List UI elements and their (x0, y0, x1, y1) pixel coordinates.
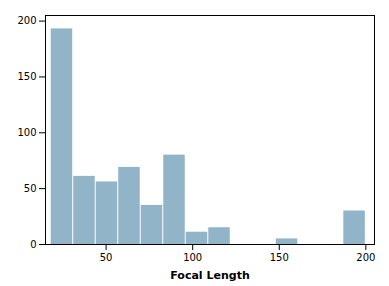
svg-text:100: 100 (183, 252, 202, 263)
svg-text:100: 100 (17, 127, 36, 138)
svg-text:150: 150 (270, 252, 289, 263)
svg-text:Focal Length: Focal Length (170, 269, 249, 282)
svg-text:50: 50 (24, 183, 37, 194)
svg-text:200: 200 (356, 252, 375, 263)
svg-text:50: 50 (100, 252, 113, 263)
svg-text:150: 150 (17, 71, 36, 82)
svg-text:200: 200 (17, 15, 36, 26)
svg-text:0: 0 (30, 239, 36, 250)
